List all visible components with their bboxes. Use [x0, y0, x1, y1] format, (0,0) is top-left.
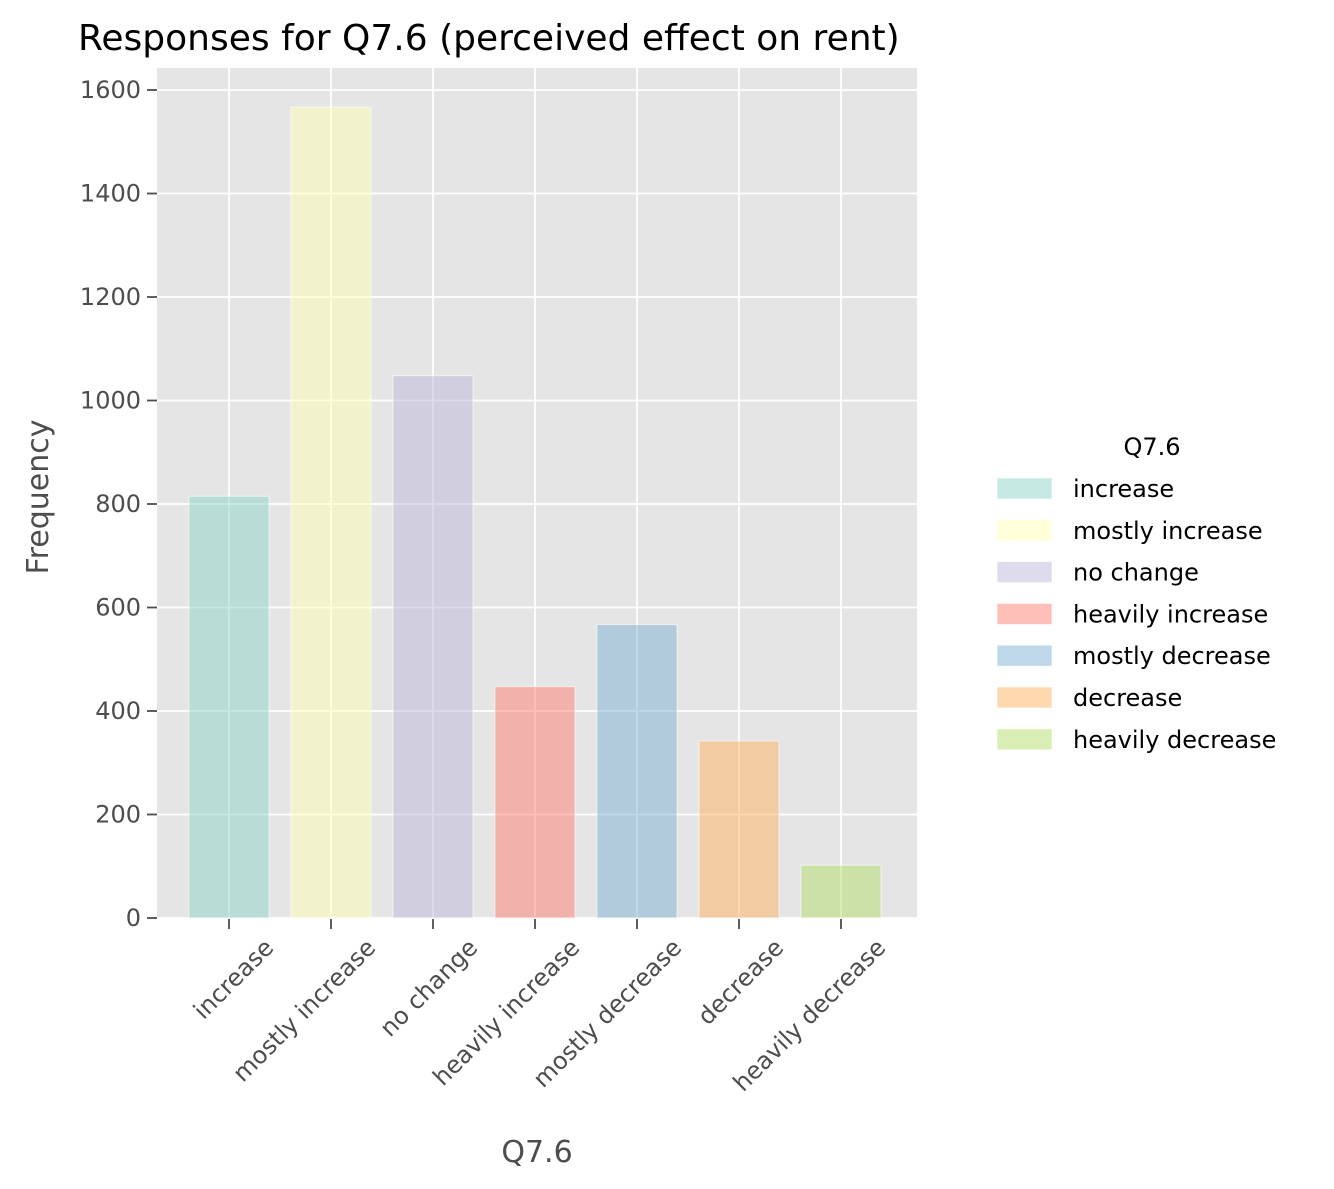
legend-swatch	[996, 477, 1053, 500]
legend-label: heavily increase	[1073, 600, 1268, 628]
x-tick-label: increase	[188, 933, 279, 1024]
bar-mostly-decrease	[596, 624, 678, 919]
y-tick-label: 1000	[80, 387, 141, 415]
y-tick-label: 0	[126, 904, 141, 932]
bar-no-change	[392, 375, 474, 919]
legend-label: decrease	[1073, 684, 1182, 712]
chart-title: Responses for Q7.6 (perceived effect on …	[78, 18, 900, 59]
legend: Q7.6 increase mostly increase no change hea…	[996, 433, 1276, 754]
y-tick-label: 600	[95, 594, 141, 622]
bar-mostly-increase	[290, 106, 372, 919]
legend-swatch	[996, 602, 1053, 625]
y-tick-label: 1600	[80, 76, 141, 104]
y-axis: 0 200 400 600 800 1000 1200 1400 1600	[80, 76, 157, 932]
y-tick-label: 800	[95, 490, 141, 518]
bar-heavily-increase	[494, 686, 576, 919]
legend-label: mostly decrease	[1073, 642, 1271, 670]
bar-heavily-decrease	[800, 864, 882, 919]
legend-label: increase	[1073, 475, 1174, 503]
y-tick-label: 200	[95, 801, 141, 829]
legend-title: Q7.6	[1123, 433, 1180, 461]
legend-swatch	[996, 561, 1053, 584]
x-axis-title: Q7.6	[501, 1135, 572, 1170]
legend-label: mostly increase	[1073, 517, 1263, 545]
y-axis-title: Frequency	[21, 420, 56, 575]
legend-swatch	[996, 644, 1053, 667]
legend-swatch	[996, 519, 1053, 542]
legend-items: increase mostly increase no change heavily …	[996, 475, 1276, 754]
y-tick-label: 1400	[80, 180, 141, 208]
legend-swatch	[996, 686, 1053, 709]
bars	[188, 106, 882, 919]
x-tick-label: decrease	[692, 933, 789, 1030]
x-tick-label: no change	[374, 933, 483, 1042]
legend-label: heavily decrease	[1073, 726, 1276, 754]
bar-decrease	[698, 740, 780, 919]
y-tick-label: 400	[95, 697, 141, 725]
legend-label: no change	[1073, 559, 1199, 587]
legend-swatch	[996, 728, 1053, 751]
y-tick-label: 1200	[80, 283, 141, 311]
bar-increase	[188, 495, 270, 919]
